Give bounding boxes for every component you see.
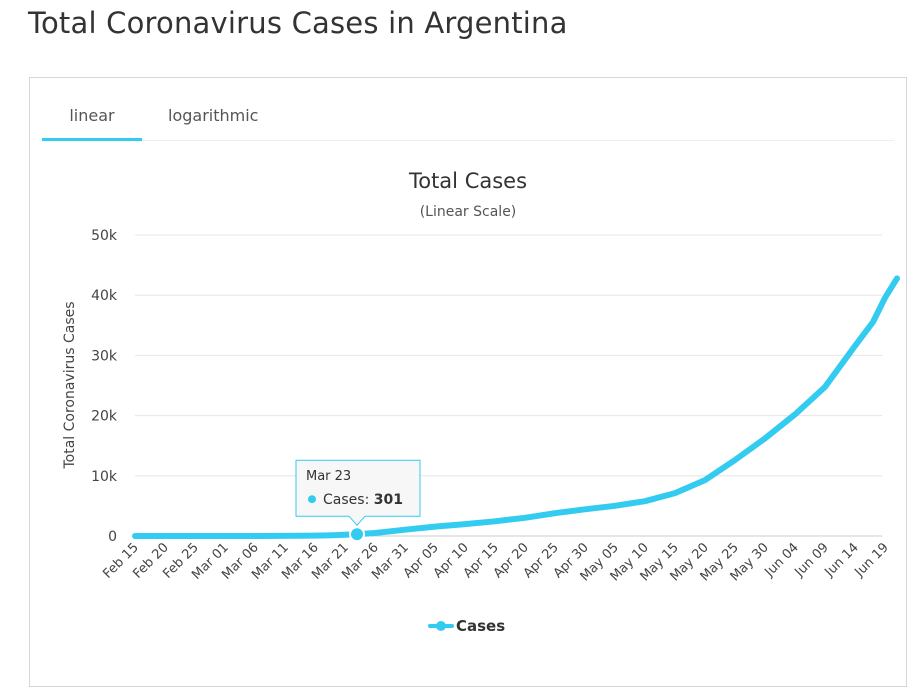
y-tick-label: 10k: [91, 469, 118, 485]
active-tab-indicator: [42, 138, 142, 141]
y-tick-label: 30k: [91, 348, 118, 364]
y-tick-labels: 0 10k 20k 30k 40k 50k: [91, 228, 118, 545]
series-line-cases: [132, 275, 900, 539]
y-tick-label: 50k: [91, 228, 118, 244]
y-tick-label: 0: [108, 529, 117, 545]
x-tick-label: Jun 14: [822, 540, 862, 580]
x-tick-label: Jun 04: [762, 540, 802, 580]
y-axis-label: Total Coronavirus Cases: [62, 301, 78, 469]
hover-point[interactable]: [349, 526, 365, 543]
tooltip-separator: :: [365, 492, 374, 508]
tooltip-box: [295, 459, 421, 526]
scale-tabs: linear logarithmic: [42, 78, 894, 141]
x-tick-label: Jun 19: [852, 540, 892, 580]
chart-subtitle: (Linear Scale): [420, 204, 517, 220]
tooltip-series-dot: [308, 495, 316, 504]
chart-panel: linear logarithmic: [29, 77, 907, 687]
chart-title: Total Cases: [408, 169, 527, 193]
tooltip: Mar 23 Cases: 301: [295, 459, 421, 526]
tab-logarithmic[interactable]: logarithmic: [168, 106, 259, 125]
legend-marker-icon: [436, 621, 446, 631]
y-tick-label: 20k: [91, 409, 118, 425]
tooltip-date: Mar 23: [306, 469, 351, 484]
grid-lines: [135, 234, 882, 537]
tab-linear[interactable]: linear: [69, 106, 115, 125]
legend[interactable]: Cases: [428, 617, 505, 635]
page-title: Total Coronavirus Cases in Argentina: [28, 6, 568, 40]
y-tick-label: 40k: [91, 288, 118, 304]
legend-label-cases[interactable]: Cases: [456, 617, 505, 635]
tooltip-series-name: Cases: [323, 492, 365, 508]
tooltip-value: 301: [374, 492, 403, 508]
x-tick-label: Jun 09: [792, 540, 832, 580]
svg-text:Cases: 301: Cases: 301: [323, 492, 403, 508]
